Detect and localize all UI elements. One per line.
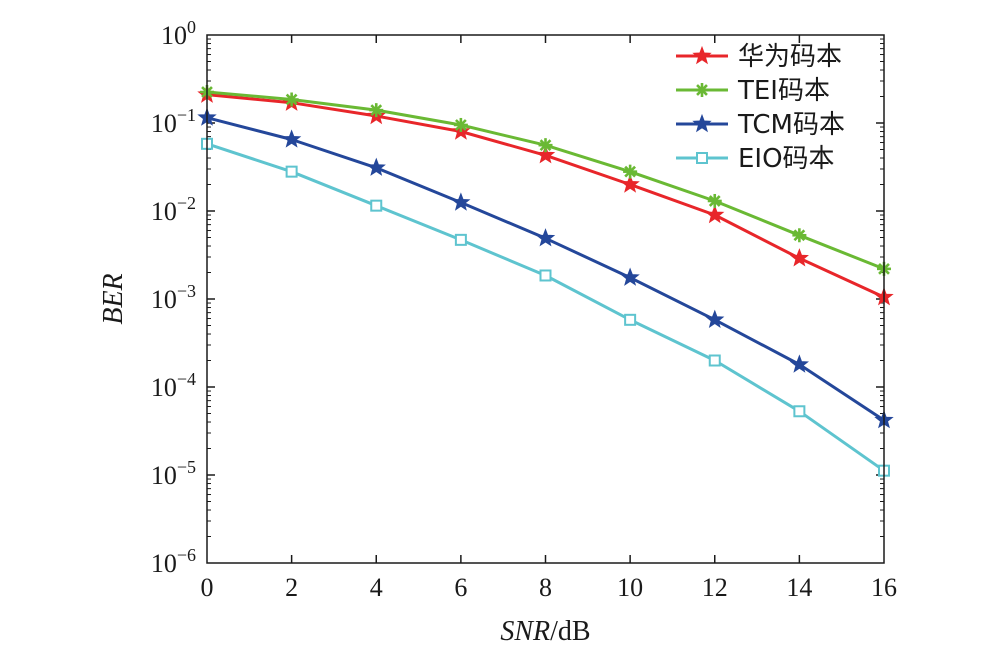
data-point bbox=[620, 267, 640, 286]
legend-label: 华为码本 bbox=[738, 42, 842, 72]
x-tick-label: 4 bbox=[370, 573, 383, 602]
y-tick-label: 10−4 bbox=[151, 369, 196, 402]
data-point bbox=[707, 193, 722, 208]
data-point bbox=[454, 233, 467, 246]
data-point bbox=[284, 92, 299, 107]
x-tick-label: 2 bbox=[285, 573, 298, 602]
data-point bbox=[535, 145, 556, 164]
data-point bbox=[793, 405, 806, 418]
data-point bbox=[538, 138, 553, 153]
legend-label: TCM码本 bbox=[737, 110, 845, 140]
x-axis-label: SNR/dB bbox=[500, 616, 590, 647]
legend: 华为码本 TEI码本 TCM码本 EIO码本 bbox=[676, 42, 845, 174]
y-axis-label: BER bbox=[98, 273, 129, 324]
data-point bbox=[282, 129, 302, 148]
data-point bbox=[451, 192, 471, 211]
series-4 bbox=[201, 137, 890, 477]
data-point bbox=[705, 309, 725, 329]
legend-label: TEI码本 bbox=[737, 76, 830, 106]
data-point bbox=[789, 354, 809, 373]
y-tick-label: 10−5 bbox=[151, 457, 196, 490]
legend-label: EIO码本 bbox=[738, 144, 835, 174]
x-tick-label: 16 bbox=[871, 573, 897, 602]
legend-marker bbox=[692, 45, 712, 65]
y-tick-label: 100 bbox=[161, 17, 196, 50]
data-point bbox=[453, 117, 468, 132]
plot-frame bbox=[206, 34, 885, 564]
data-point bbox=[708, 354, 721, 367]
x-tick-label: 14 bbox=[786, 573, 812, 602]
data-point bbox=[370, 199, 383, 212]
y-tick-label: 10−6 bbox=[151, 545, 196, 578]
y-tick-label: 10−2 bbox=[151, 193, 196, 226]
data-point bbox=[369, 103, 384, 118]
data-point bbox=[792, 228, 807, 243]
legend-item: TCM码本 bbox=[676, 110, 845, 140]
x-axis-label-unit: /dB bbox=[550, 616, 590, 647]
data-point bbox=[535, 228, 556, 247]
data-point bbox=[623, 164, 638, 179]
legend-item: TEI码本 bbox=[676, 76, 830, 106]
data-point bbox=[285, 165, 298, 178]
x-tick-label: 6 bbox=[454, 573, 467, 602]
x-tick-label: 0 bbox=[201, 573, 214, 602]
legend-marker bbox=[696, 152, 708, 164]
legend-marker bbox=[692, 113, 712, 133]
x-axis-label-var: SNR bbox=[500, 616, 550, 647]
y-tick-label: 10−3 bbox=[151, 281, 196, 314]
legend-marker bbox=[695, 83, 709, 97]
legend-item: 华为码本 bbox=[676, 42, 842, 72]
x-tick-label: 10 bbox=[617, 573, 643, 602]
data-point bbox=[789, 248, 809, 267]
data-point bbox=[624, 313, 637, 326]
legend-item: EIO码本 bbox=[676, 144, 835, 174]
series-line bbox=[206, 142, 885, 472]
x-tick-label: 8 bbox=[539, 573, 552, 602]
data-point bbox=[705, 204, 725, 224]
y-tick-label: 10−1 bbox=[151, 105, 196, 138]
data-point bbox=[366, 157, 386, 176]
data-point bbox=[620, 174, 640, 193]
x-tick-label: 12 bbox=[702, 573, 728, 602]
data-point bbox=[539, 269, 552, 282]
